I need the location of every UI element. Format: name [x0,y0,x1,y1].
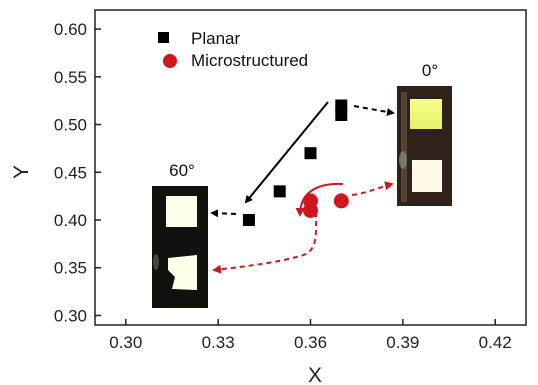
legend-label-planar: Planar [191,29,240,48]
y-tick-label: 0.30 [54,306,87,325]
planar-data-point [242,214,255,226]
planar-data-point [335,99,348,112]
planar-data-point [304,147,317,160]
planar-data-point [273,185,286,198]
x-axis-label: X [308,364,322,385]
inset-photo-60deg [152,186,208,308]
dashed-red-arrow-left [212,211,318,274]
y-tick-label: 0.45 [54,163,87,182]
solid-red-curved-arrow [295,182,344,217]
y-axis-ticks: 0.30 0.35 0.40 0.45 0.50 0.55 0.60 [54,20,101,325]
dashed-black-arrow-left [210,209,237,218]
y-tick-label: 0.60 [54,20,87,39]
legend-marker-planar [158,32,169,43]
inset-photo-0deg [397,86,452,206]
solid-black-arrow [244,101,329,204]
x-axis-ticks: 0.30 0.33 0.36 0.39 0.42 [109,319,512,352]
x-tick-label: 0.36 [294,333,327,352]
legend: Planar Microstructured [158,29,308,70]
y-tick-label: 0.50 [54,116,87,135]
annotation-0deg: 0° [422,61,438,80]
x-tick-label: 0.42 [479,333,512,352]
legend-label-microstructured: Microstructured [191,51,308,70]
dashed-black-arrow-right [353,105,395,116]
y-tick-label: 0.40 [54,211,87,230]
microstructured-data-point [303,193,318,209]
planar-data-point [335,109,348,121]
dashed-red-arrow-right [351,181,394,196]
y-axis-label: Y [10,165,33,179]
data-points [242,99,349,226]
legend-marker-microstructured [163,54,177,68]
x-tick-label: 0.39 [386,333,419,352]
y-tick-label: 0.55 [54,68,87,87]
x-tick-label: 0.33 [202,333,235,352]
microstructured-data-point [333,193,349,209]
y-tick-label: 0.35 [54,259,87,278]
annotation-60deg: 60° [169,161,195,180]
x-tick-label: 0.30 [109,333,142,352]
